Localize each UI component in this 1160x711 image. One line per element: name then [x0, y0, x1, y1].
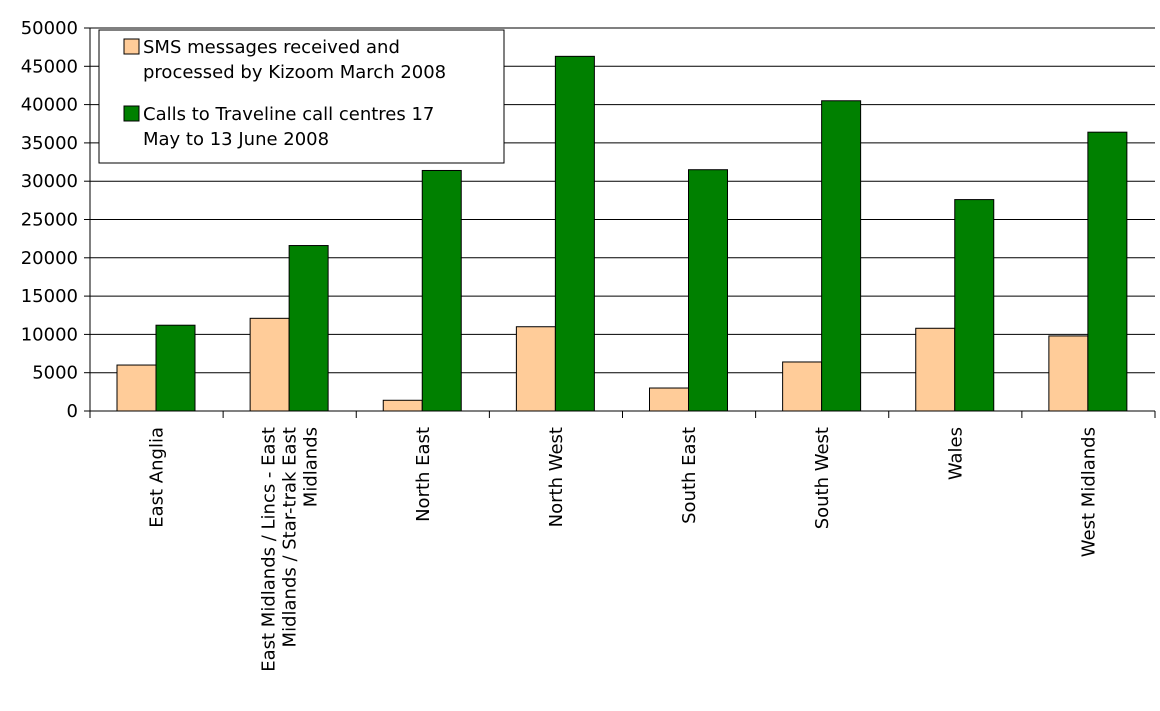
legend: SMS messages received and processed by Ki… [98, 29, 505, 164]
y-tick-label: 35000 [21, 133, 78, 154]
y-axis-ticks: 0 5000 10000 15000 20000 25000 30000 35000 40000… [21, 18, 90, 422]
x-category-label-line: South East [679, 427, 700, 524]
y-tick-label: 10000 [21, 324, 78, 345]
legend-swatch [123, 38, 140, 55]
bar-series-0-cat-1 [249, 317, 290, 412]
x-axis-labels: East Anglia East Midlands / Lincs - East M… [147, 427, 1100, 672]
bar-series-0-cat-6 [915, 327, 956, 412]
legend-swatch [123, 105, 140, 122]
bar-series-1-cat-6 [954, 199, 995, 412]
x-category-label: South West [812, 427, 833, 529]
legend-label: May to 13 June 2008 [143, 129, 329, 150]
x-category-label-line: East Midlands / Lincs - East [259, 427, 280, 672]
y-tick-label: 30000 [21, 171, 78, 192]
y-tick-label: 0 [67, 401, 78, 422]
legend-label: processed by Kizoom March 2008 [143, 62, 446, 83]
x-category-label-line: Wales [945, 427, 966, 480]
y-tick-label: 45000 [21, 56, 78, 77]
x-category-label: North West [546, 427, 567, 527]
x-category-label: North East [413, 427, 434, 522]
x-category-label: West Midlands [1078, 427, 1099, 557]
x-category-label-line: South West [812, 427, 833, 529]
legend-label: Calls to Traveline call centres 17 [143, 104, 434, 125]
y-tick-label: 40000 [21, 95, 78, 116]
bar-series-1-cat-7 [1087, 131, 1128, 412]
y-tick-label: 15000 [21, 286, 78, 307]
bar-series-1-cat-3 [554, 55, 595, 412]
bars [116, 55, 1128, 412]
legend-label: SMS messages received and [143, 37, 400, 58]
bar-series-0-cat-3 [515, 326, 556, 412]
x-category-label: South East [679, 427, 700, 524]
x-category-label: East Anglia [147, 427, 168, 528]
bar-series-0-cat-4 [649, 387, 689, 412]
bar-series-1-cat-4 [688, 169, 728, 412]
x-category-label-line: West Midlands [1078, 427, 1099, 557]
y-tick-label: 25000 [21, 210, 78, 231]
x-category-label-line: North West [546, 427, 567, 527]
x-category-label-line: Midlands [301, 427, 322, 507]
bar-series-0-cat-2 [382, 399, 423, 412]
bar-series-1-cat-2 [421, 169, 462, 412]
bar-series-1-cat-5 [821, 100, 862, 412]
legend-box [98, 29, 505, 164]
bar-series-0-cat-7 [1048, 335, 1089, 412]
y-tick-label: 20000 [21, 248, 78, 269]
y-tick-label: 50000 [21, 18, 78, 39]
x-category-label-line: North East [413, 427, 434, 522]
bar-series-0-cat-0 [116, 364, 157, 412]
x-category-label: Wales [945, 427, 966, 480]
bar-series-1-cat-1 [288, 245, 329, 412]
x-category-label: East Midlands / Lincs - East Midlands / S… [259, 427, 322, 672]
bar-series-0-cat-5 [782, 361, 823, 412]
y-tick-label: 5000 [32, 363, 78, 384]
x-category-label-line: Midlands / Star-trak East [280, 427, 301, 647]
bar-series-1-cat-0 [155, 324, 196, 412]
x-category-label-line: East Anglia [147, 427, 168, 528]
